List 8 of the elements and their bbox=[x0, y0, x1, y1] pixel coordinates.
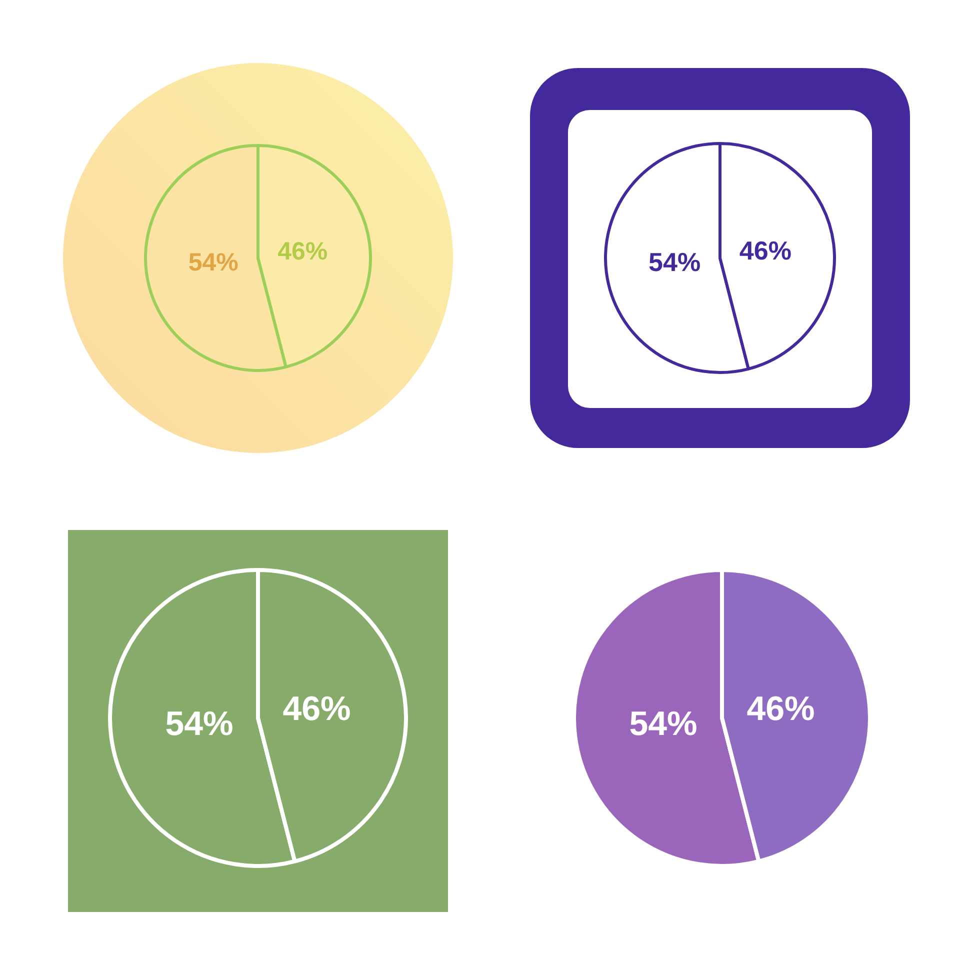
data-label: 46% bbox=[739, 235, 792, 266]
data-label: 54% bbox=[648, 246, 701, 277]
data-label: 46% bbox=[746, 690, 815, 728]
data-label: 46% bbox=[282, 690, 351, 728]
data-label: 46% bbox=[278, 237, 328, 266]
data-label: 54% bbox=[165, 704, 234, 743]
data-label: 54% bbox=[629, 704, 698, 743]
data-label: 54% bbox=[188, 248, 238, 277]
